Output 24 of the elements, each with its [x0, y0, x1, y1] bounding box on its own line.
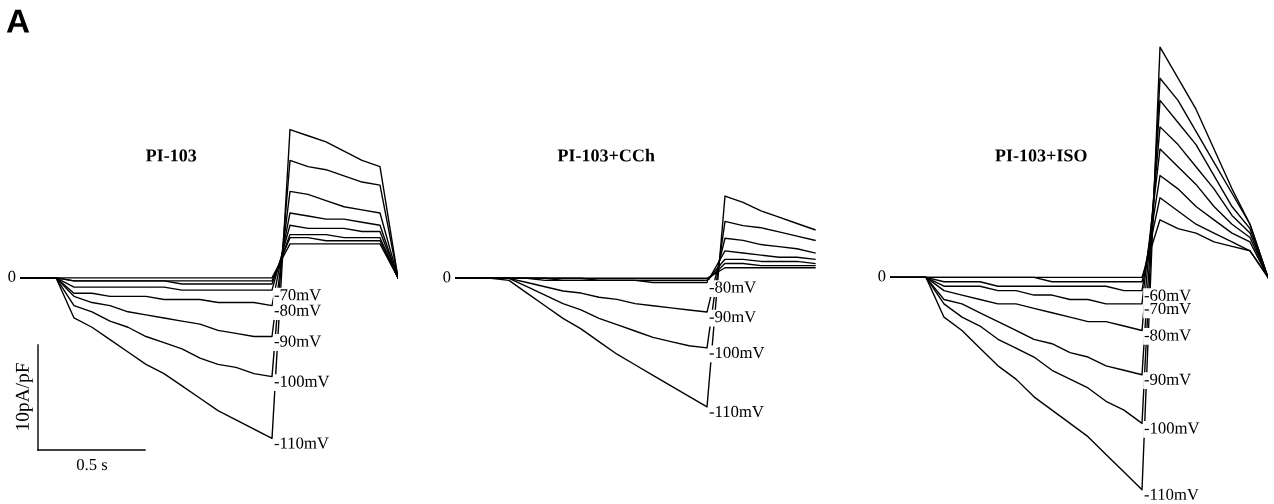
- series-label: -60mV: [1144, 289, 1192, 301]
- series-label: -100mV: [709, 346, 765, 359]
- text: PI-103: [145, 149, 197, 162]
- series-label: -110mV: [274, 437, 329, 449]
- series-label: -70mV: [1144, 302, 1192, 315]
- series-label: -110mV: [709, 405, 764, 418]
- series-label: -80mV: [1144, 329, 1192, 341]
- series-label: -80mV: [709, 281, 757, 293]
- annotation: 10pA/pF: [15, 363, 33, 430]
- series-label: -90mV: [1144, 373, 1192, 385]
- series-label: -90mV: [709, 310, 757, 323]
- text: 0.5 s: [76, 458, 108, 471]
- series-label: -110mV: [1144, 488, 1199, 501]
- series-label: -100mV: [1144, 422, 1200, 434]
- chart-title: PI-103+CCh: [557, 148, 655, 162]
- series-label: -100mV: [274, 375, 330, 387]
- text: PI-103+ISO: [995, 149, 1087, 162]
- series-label: -70mV: [274, 289, 322, 301]
- series-label: -90mV: [274, 335, 322, 347]
- series-label: -80mV: [274, 304, 322, 316]
- annotation: 0: [878, 270, 886, 282]
- annotation: 0: [443, 271, 451, 283]
- text: A: [6, 9, 30, 33]
- annotation: 0: [8, 270, 16, 282]
